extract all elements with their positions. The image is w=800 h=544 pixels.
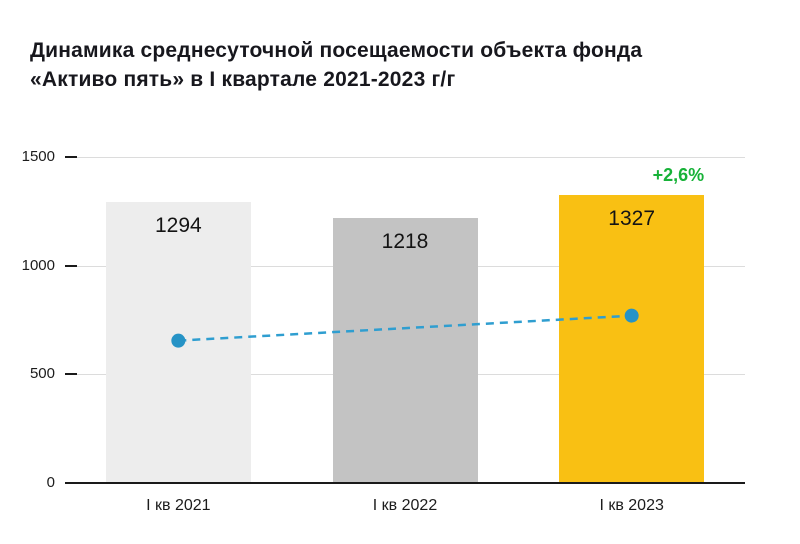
- bar-value-label: 1327: [608, 206, 656, 230]
- gridline: [65, 157, 745, 158]
- trend-line-layer: [171, 308, 639, 348]
- y-tick-mark: [65, 264, 77, 267]
- growth-annotation: +2,6%: [652, 164, 705, 185]
- y-tick-label: 1000: [21, 256, 55, 274]
- y-tick-label: 500: [29, 365, 55, 383]
- bar: 1327: [559, 194, 705, 483]
- trend-point: [171, 333, 186, 348]
- y-tick-label: 0: [46, 474, 55, 491]
- trend-line: [178, 314, 632, 342]
- x-tick-label: I кв 2023: [599, 497, 664, 514]
- y-tick-label: 1500: [21, 148, 55, 165]
- x-tick-label: I кв 2022: [372, 497, 438, 514]
- bar-value-label: 1294: [154, 213, 202, 237]
- bar-value-label: 1218: [381, 230, 429, 254]
- trend-point: [624, 308, 639, 323]
- x-axis-line: [65, 482, 745, 484]
- chart-title: Динамика среднесуточной посещаемости объ…: [30, 36, 750, 95]
- y-tick-mark: [65, 373, 77, 376]
- bar: 1218: [332, 218, 478, 483]
- chart-title-line2: «Активо пять» в I квартале 2021-2023 г/г: [30, 68, 456, 92]
- chart-title-line1: Динамика среднесуточной посещаемости объ…: [30, 39, 643, 62]
- plot-area: 0 500 1000 1500 1294 I кв 2021 1218 I кв 2022 13…: [22, 148, 745, 514]
- x-tick-label: I кв 2021: [146, 497, 211, 514]
- y-tick-mark: [65, 156, 77, 158]
